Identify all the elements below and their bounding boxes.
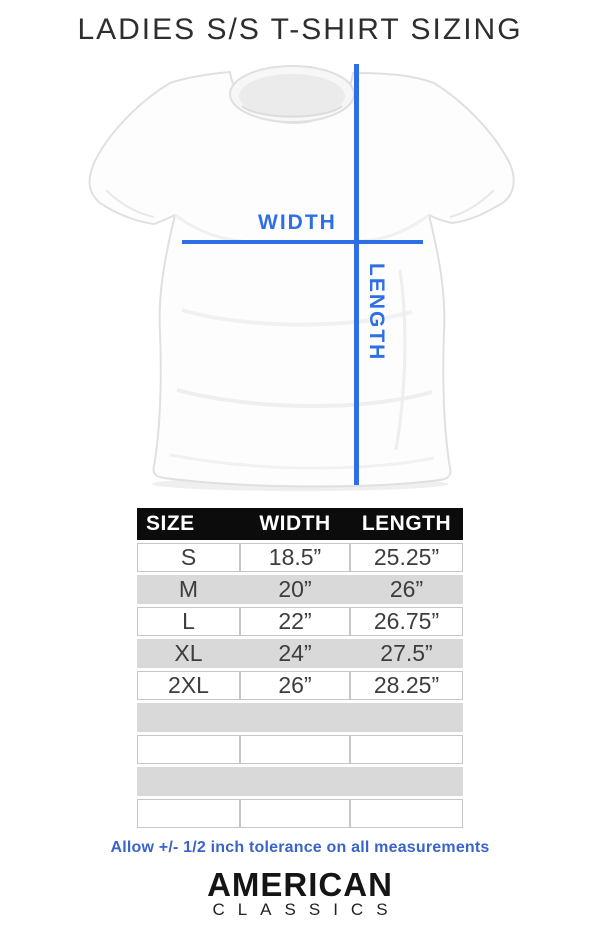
size-cell [137,767,240,796]
length-cell [350,735,463,764]
length-measure-line [354,64,359,485]
header-length: LENGTH [361,512,452,535]
width-cell [240,703,350,732]
header-size: SIZE [146,512,195,535]
table-row-empty [137,799,463,828]
table-row: 2XL 26” 28.25” [137,671,463,700]
width-cell [240,735,350,764]
size-cell: XL [174,640,203,666]
width-measure-line [182,240,423,244]
width-cell: 24” [278,640,312,666]
length-label: LENGTH [365,263,388,362]
length-cell [350,767,463,796]
width-cell [240,767,350,796]
table-row: M 20” 26” [137,575,463,604]
table-header-row: SIZE WIDTH LENGTH [137,508,463,540]
length-cell: 28.25” [350,671,463,700]
width-label: WIDTH [258,211,337,234]
width-cell: 22” [240,607,350,636]
table-row: XL 24” 27.5” [137,639,463,668]
table-row-empty [137,767,463,796]
size-chart-table: SIZE WIDTH LENGTH S 18.5” 25.25” M 20” 2… [137,508,463,828]
tshirt-illustration [88,65,515,491]
length-cell [350,799,463,828]
size-cell [137,703,240,732]
header-width: WIDTH [259,512,331,535]
length-cell: 25.25” [350,543,463,572]
width-cell: 18.5” [240,543,350,572]
size-cell: S [137,543,240,572]
width-cell: 26” [240,671,350,700]
size-cell: L [137,607,240,636]
width-cell: 20” [278,576,312,602]
table-row-empty [137,735,463,764]
tshirt-image [82,60,518,492]
size-cell [137,799,240,828]
width-cell [240,799,350,828]
page-title: LADIES S/S T-SHIRT SIZING [77,13,523,46]
table-row: S 18.5” 25.25” [137,543,463,572]
length-cell: 26.75” [350,607,463,636]
length-cell: 27.5” [380,640,433,666]
length-cell [350,703,463,732]
table-row-empty [137,703,463,732]
brand-logo-classics: CLASSICS [212,900,401,919]
brand-logo-american: AMERICAN [207,866,393,903]
size-cell [137,735,240,764]
table-row: L 22” 26.75” [137,607,463,636]
size-cell: M [178,576,199,602]
tolerance-note: Allow +/- 1/2 inch tolerance on all meas… [110,839,490,856]
length-cell: 26” [389,576,424,602]
size-cell: 2XL [137,671,240,700]
